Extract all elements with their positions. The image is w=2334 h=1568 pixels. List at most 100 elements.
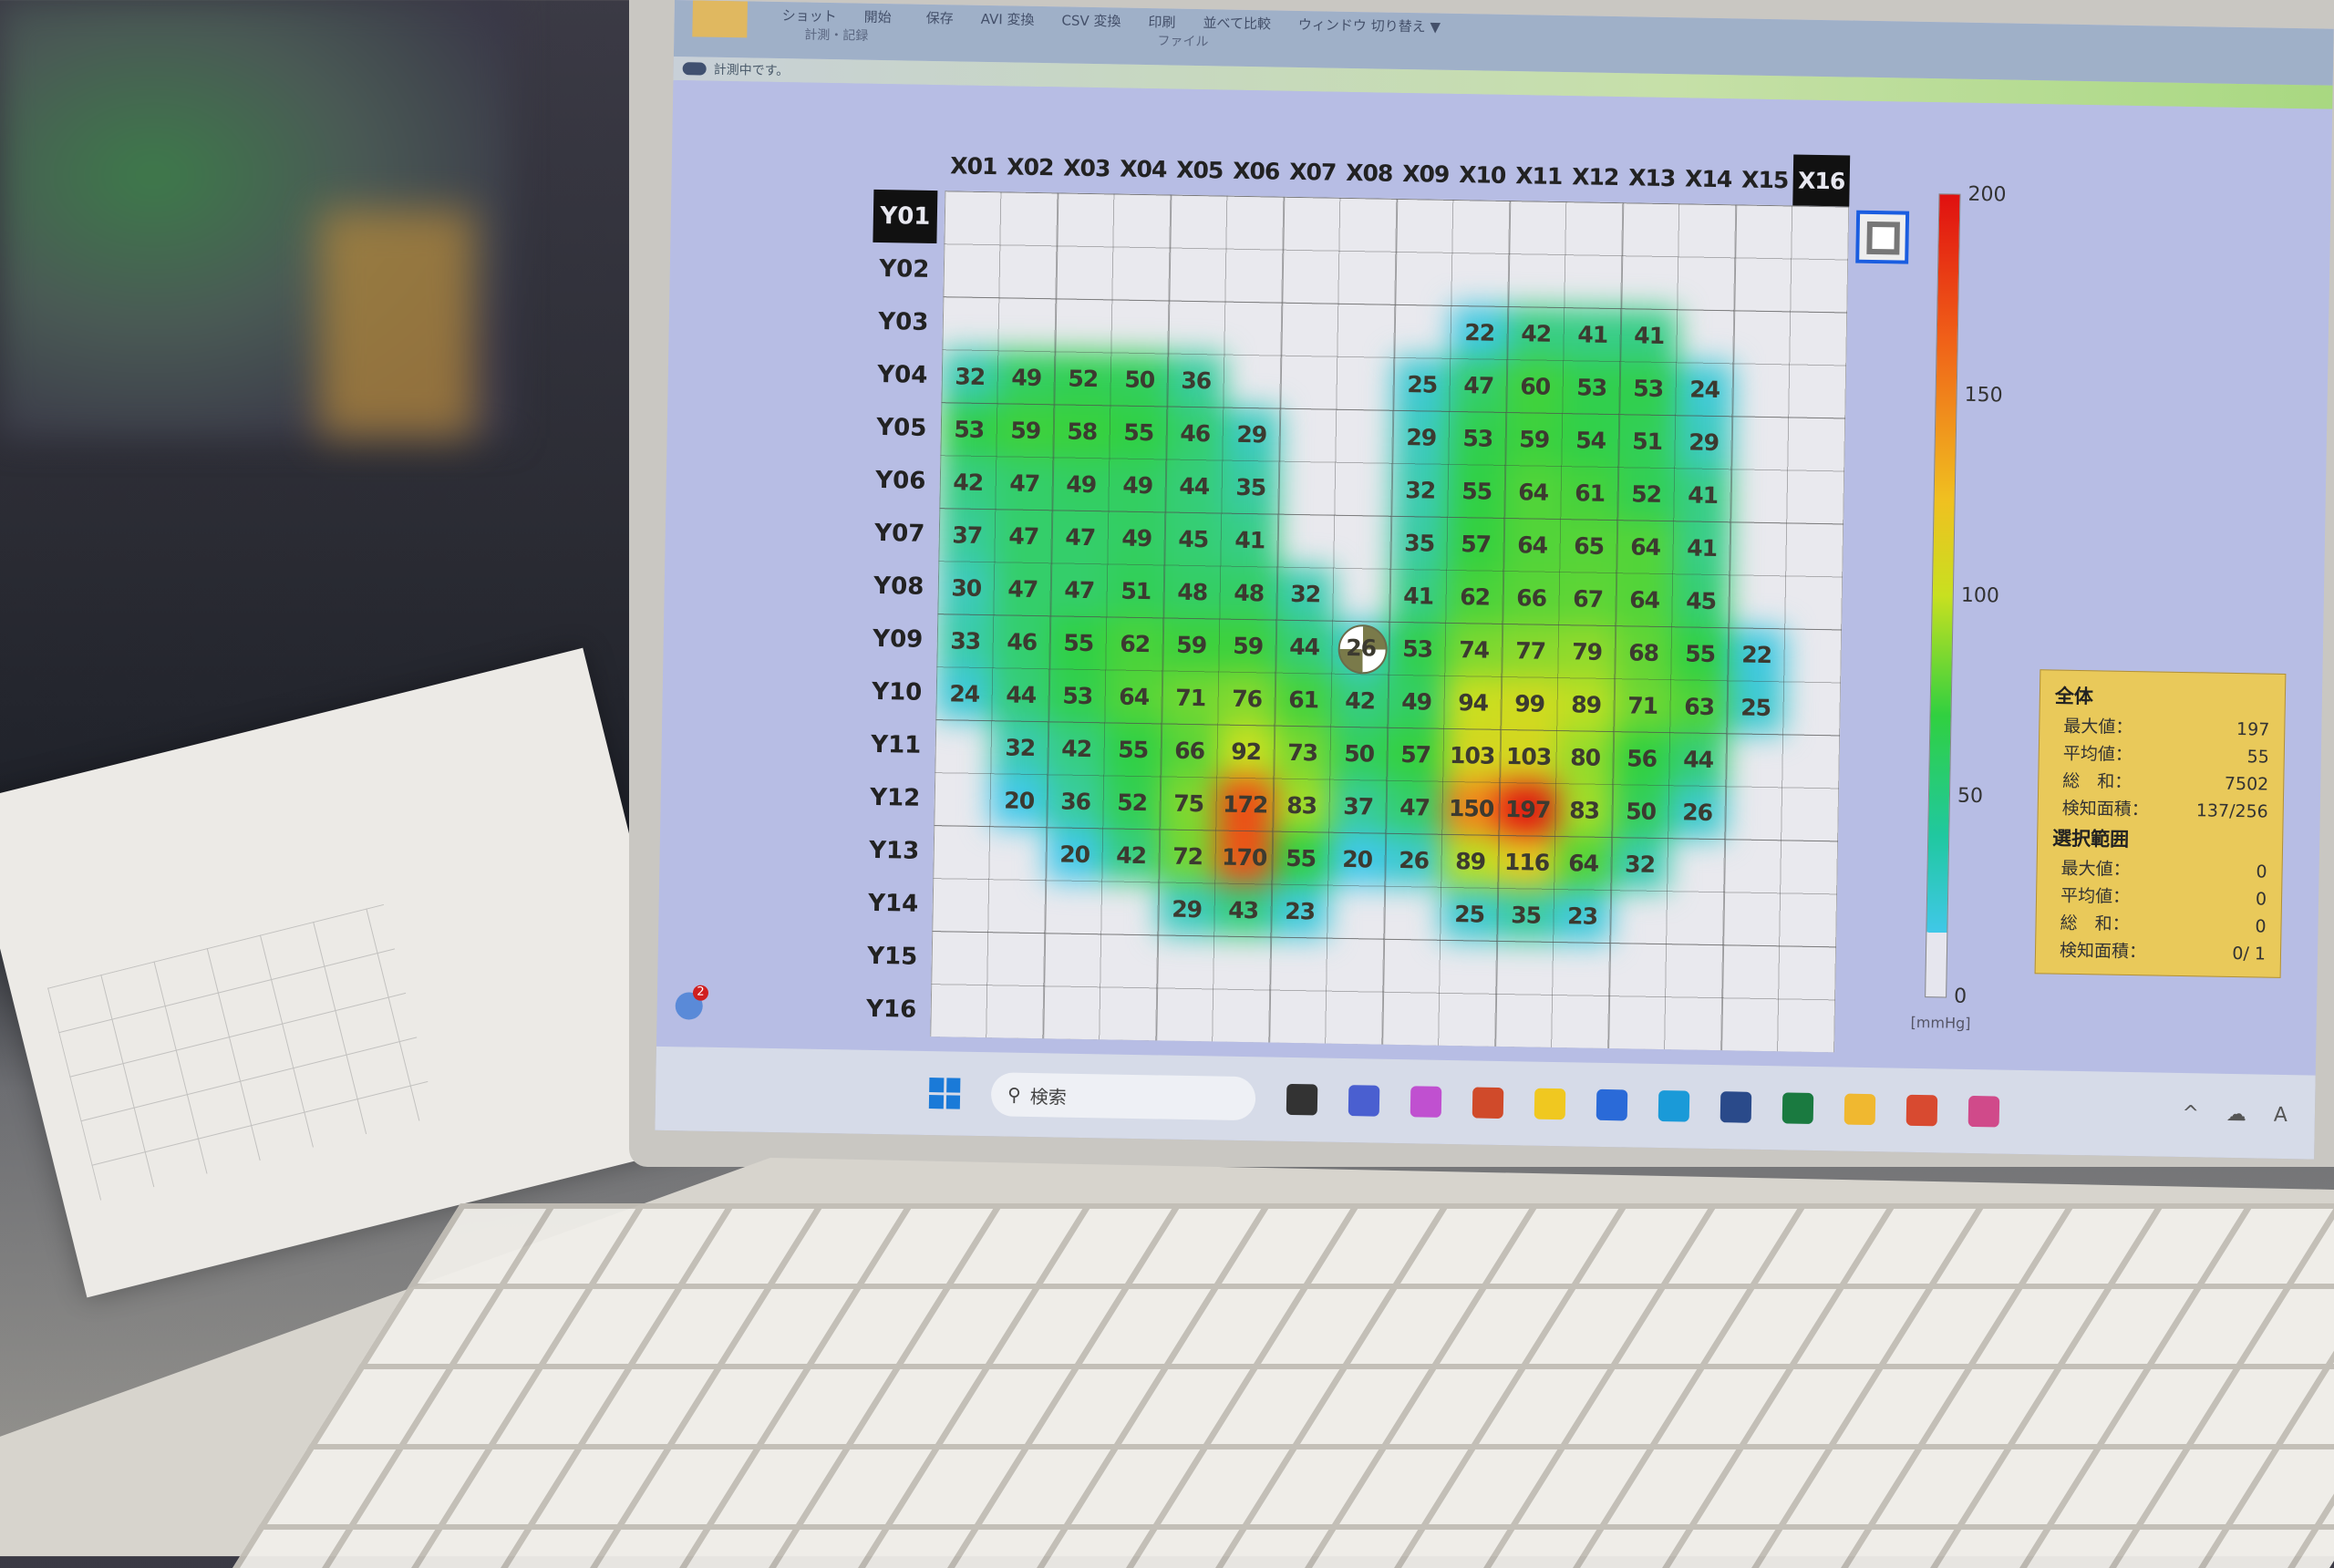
excel-icon[interactable] xyxy=(1781,1092,1814,1124)
cell-value: 26 xyxy=(1346,634,1377,662)
selection-mode-button[interactable] xyxy=(1855,210,1910,264)
row-header[interactable]: Y15 xyxy=(866,942,918,971)
measurement-view: 22 42 41 41 32 49 52 50 36 25 47 60 53 53 24 53 59 58 55 46… xyxy=(656,79,2333,1076)
cell-value: 29 xyxy=(1689,428,1720,456)
row-header[interactable]: Y16 xyxy=(865,995,917,1024)
column-header[interactable]: X03 xyxy=(1063,153,1110,181)
cell-value: 45 xyxy=(1686,586,1717,614)
column-header[interactable]: X10 xyxy=(1458,160,1506,189)
row-header[interactable]: Y07 xyxy=(874,519,925,548)
ribbon-group-file: 保存 AVI 変換 CSV 変換 印刷 並べて比較 ウィンドウ 切り替え ▼ フ… xyxy=(925,5,1441,55)
csv-convert-button[interactable]: CSV 変換 xyxy=(1061,12,1121,30)
stat-label: 検知面積： xyxy=(2059,940,2147,963)
row-header[interactable]: Y08 xyxy=(873,572,924,601)
statistics-panel: 全体 最大値： 197 平均値： 55 総 和： 7502 検知面積： 137/256 … xyxy=(2034,669,2287,978)
column-header[interactable]: X16 xyxy=(1792,154,1851,207)
row-header[interactable]: Y12 xyxy=(869,783,921,812)
copilot-icon[interactable] xyxy=(1410,1086,1442,1118)
column-header[interactable]: X09 xyxy=(1402,160,1450,188)
cell-value: 60 xyxy=(1520,372,1551,400)
row-header[interactable]: Y11 xyxy=(870,730,922,759)
column-header[interactable]: X14 xyxy=(1684,164,1732,192)
cell-value: 49 xyxy=(1066,470,1097,498)
cell-value: 47 xyxy=(1065,523,1096,551)
cell-value: 54 xyxy=(1575,426,1606,454)
windows-start-icon[interactable] xyxy=(928,1078,961,1109)
cell-value: 59 xyxy=(1233,632,1264,659)
cell-value: 74 xyxy=(1459,635,1490,664)
cell-value: 83 xyxy=(1568,796,1600,824)
compare-button[interactable]: 並べて比較 xyxy=(1203,15,1272,33)
colorbar-tick: 200 xyxy=(1967,182,2007,207)
column-header[interactable]: X11 xyxy=(1514,161,1563,190)
row-header[interactable]: Y05 xyxy=(876,413,927,442)
column-header[interactable]: X13 xyxy=(1627,163,1676,191)
row-header[interactable]: Y03 xyxy=(878,307,929,336)
column-header[interactable]: X07 xyxy=(1289,158,1337,186)
row-header[interactable]: Y10 xyxy=(872,677,923,707)
shot-button[interactable]: ショット xyxy=(781,7,837,26)
cell-value: 64 xyxy=(1630,532,1661,561)
save-button[interactable]: 保存 xyxy=(925,9,954,27)
window-switch-button[interactable]: ウィンドウ 切り替え ▼ xyxy=(1297,15,1441,36)
task-view-icon[interactable] xyxy=(1286,1083,1318,1116)
cell-value: 52 xyxy=(1631,480,1662,508)
cell-value: 89 xyxy=(1571,690,1602,718)
row-header[interactable]: Y13 xyxy=(868,836,920,865)
cell-value: 172 xyxy=(1222,790,1268,818)
column-header[interactable]: X04 xyxy=(1120,155,1167,182)
cell-value: 73 xyxy=(1287,738,1318,766)
row-header[interactable]: Y02 xyxy=(879,254,930,284)
stat-label: 総 和： xyxy=(2062,770,2133,793)
app-menu-button[interactable] xyxy=(692,0,748,38)
column-header[interactable]: X06 xyxy=(1233,157,1280,185)
stat-row: 平均値： 0 xyxy=(2051,882,2267,913)
cell-value: 42 xyxy=(1061,735,1092,762)
cell-value: 48 xyxy=(1177,578,1208,605)
column-header[interactable]: X15 xyxy=(1740,165,1789,193)
onedrive-icon[interactable]: ☁ xyxy=(2226,1102,2247,1127)
cell-value: 35 xyxy=(1510,901,1542,929)
cell-value: 20 xyxy=(1004,786,1035,814)
powerpoint-icon[interactable] xyxy=(1472,1087,1504,1119)
column-header[interactable]: X02 xyxy=(1007,152,1054,181)
row-header[interactable]: Y04 xyxy=(877,360,928,389)
row-header[interactable]: Y14 xyxy=(867,889,919,918)
ime-icon[interactable]: A xyxy=(2273,1103,2288,1128)
cell-value: 37 xyxy=(952,521,983,549)
store-icon[interactable] xyxy=(1720,1091,1752,1123)
sticky-notes-icon[interactable] xyxy=(1534,1088,1566,1120)
edge-icon[interactable] xyxy=(1658,1090,1690,1122)
cell-value: 32 xyxy=(1290,580,1321,607)
search-box[interactable]: ⚲ 検索 xyxy=(990,1072,1256,1121)
row-header[interactable]: Y09 xyxy=(873,624,924,654)
avi-convert-button[interactable]: AVI 変換 xyxy=(980,10,1035,28)
cell-value: 79 xyxy=(1572,637,1603,665)
file-explorer-icon[interactable] xyxy=(1843,1093,1876,1126)
cell-value: 56 xyxy=(1626,744,1658,772)
column-header[interactable]: X05 xyxy=(1176,156,1224,184)
column-header[interactable]: X08 xyxy=(1346,159,1393,187)
print-button[interactable]: 印刷 xyxy=(1148,14,1176,31)
pressure-app-icon[interactable] xyxy=(1967,1095,2000,1128)
cell-value: 41 xyxy=(1234,526,1265,553)
row-header[interactable]: Y01 xyxy=(873,189,938,244)
column-header[interactable]: X01 xyxy=(950,151,997,180)
keyboard-keys xyxy=(232,1203,2334,1568)
cell-value: 29 xyxy=(1236,420,1267,448)
notification-icon[interactable]: 2 xyxy=(675,985,709,1020)
cell-value: 76 xyxy=(1232,685,1263,712)
word-icon[interactable] xyxy=(1596,1088,1628,1121)
colorbar-tick: 100 xyxy=(1960,583,2000,608)
heatmap-plot[interactable]: 22 42 41 41 32 49 52 50 36 25 47 60 53 53 24 53 59 58 55 46… xyxy=(930,191,1850,1053)
start-button[interactable]: 開始 xyxy=(863,8,892,26)
tray-overflow-icon[interactable]: ^ xyxy=(2182,1102,2200,1126)
chrome-icon[interactable] xyxy=(1905,1094,1938,1127)
stat-label: 平均値： xyxy=(2060,885,2131,908)
cell-value: 41 xyxy=(1687,533,1718,562)
column-header[interactable]: X12 xyxy=(1571,162,1619,191)
cell-value: 77 xyxy=(1515,636,1546,665)
cell-value: 41 xyxy=(1403,582,1434,610)
row-header[interactable]: Y06 xyxy=(875,466,926,495)
teams-icon[interactable] xyxy=(1348,1085,1380,1117)
